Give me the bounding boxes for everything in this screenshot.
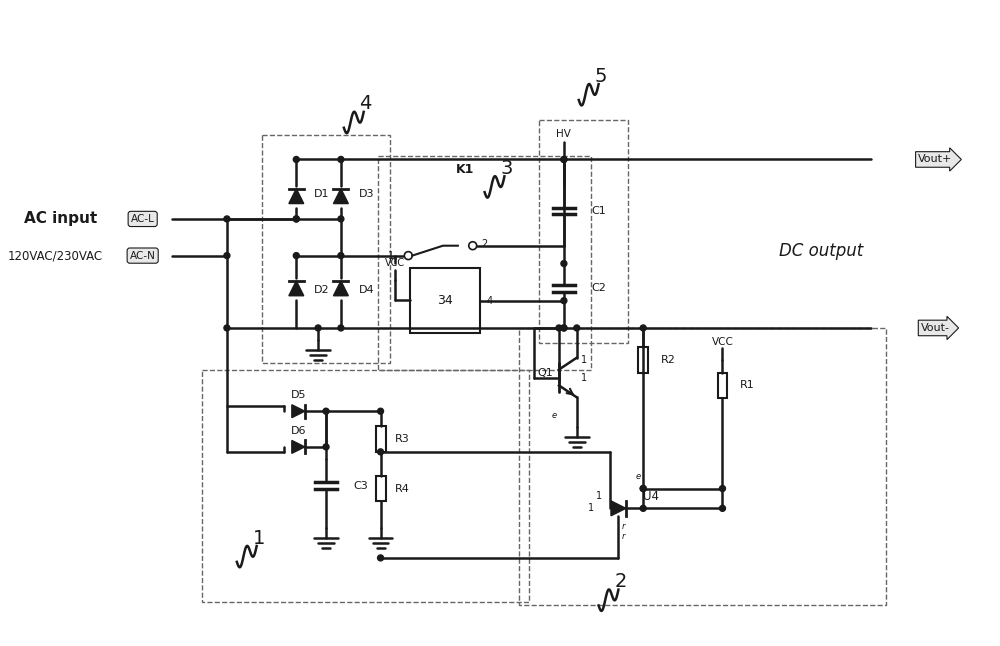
Circle shape <box>378 449 384 455</box>
Circle shape <box>561 298 567 304</box>
Text: C1: C1 <box>592 206 606 216</box>
Bar <box>718 373 727 399</box>
Text: 4: 4 <box>359 94 372 114</box>
Bar <box>262 134 390 362</box>
Text: 1: 1 <box>596 492 602 501</box>
Circle shape <box>315 325 321 331</box>
Text: DC output: DC output <box>779 242 864 260</box>
Text: r: r <box>622 522 625 530</box>
Polygon shape <box>611 501 626 516</box>
Circle shape <box>720 505 725 512</box>
Circle shape <box>293 216 299 222</box>
Circle shape <box>338 253 344 258</box>
Text: 1: 1 <box>581 373 587 382</box>
Bar <box>378 156 591 370</box>
Text: C2: C2 <box>592 284 607 293</box>
Circle shape <box>378 408 384 414</box>
Text: C3: C3 <box>354 481 369 490</box>
Text: 1: 1 <box>252 528 265 548</box>
Circle shape <box>293 253 299 258</box>
Text: AC-L: AC-L <box>131 214 155 224</box>
Text: 3: 3 <box>500 159 513 178</box>
Circle shape <box>574 325 580 331</box>
Circle shape <box>561 156 567 162</box>
Text: e: e <box>551 411 557 420</box>
Text: D3: D3 <box>359 189 374 199</box>
Text: R4: R4 <box>394 483 409 494</box>
Circle shape <box>561 156 567 162</box>
Text: 2: 2 <box>614 572 627 591</box>
Circle shape <box>640 486 646 492</box>
Text: HV: HV <box>556 129 571 139</box>
Text: Q1: Q1 <box>537 368 553 377</box>
Text: 1: 1 <box>588 503 594 514</box>
Text: R2: R2 <box>661 355 676 365</box>
Text: 120VAC/230VAC: 120VAC/230VAC <box>8 249 103 262</box>
Polygon shape <box>333 189 348 203</box>
Text: 1: 1 <box>388 251 395 260</box>
Text: AC-N: AC-N <box>130 251 156 260</box>
Circle shape <box>224 253 230 258</box>
Text: R3: R3 <box>394 434 409 444</box>
Text: AC input: AC input <box>24 211 97 227</box>
Text: r: r <box>622 532 625 541</box>
Text: 2: 2 <box>481 239 488 249</box>
Polygon shape <box>292 405 305 418</box>
Polygon shape <box>333 281 348 296</box>
Bar <box>202 370 529 603</box>
Text: 1: 1 <box>581 355 587 365</box>
Circle shape <box>404 252 412 260</box>
Circle shape <box>338 325 344 331</box>
Circle shape <box>323 444 329 450</box>
Text: K1: K1 <box>456 163 474 176</box>
Text: Vout-: Vout- <box>921 323 950 333</box>
Polygon shape <box>292 441 305 453</box>
Text: VCC: VCC <box>385 258 405 267</box>
Bar <box>410 269 480 333</box>
Bar <box>376 475 386 501</box>
Circle shape <box>556 325 562 331</box>
Circle shape <box>293 216 299 222</box>
Circle shape <box>469 242 477 249</box>
Circle shape <box>640 505 646 512</box>
Bar <box>638 347 648 373</box>
Text: Vout+: Vout+ <box>918 154 953 165</box>
Circle shape <box>561 260 567 267</box>
Circle shape <box>224 325 230 331</box>
Circle shape <box>640 486 646 492</box>
Circle shape <box>323 408 329 414</box>
Text: e: e <box>636 472 641 481</box>
Text: D4: D4 <box>359 286 374 295</box>
Text: VCC: VCC <box>712 337 733 347</box>
Text: U4: U4 <box>643 490 659 503</box>
Bar <box>539 120 628 343</box>
Circle shape <box>378 555 384 561</box>
Text: 4: 4 <box>487 296 493 306</box>
Circle shape <box>224 216 230 222</box>
Text: D6: D6 <box>291 426 306 436</box>
Text: D5: D5 <box>291 390 306 401</box>
Text: D2: D2 <box>314 286 330 295</box>
Circle shape <box>561 325 567 331</box>
Circle shape <box>293 156 299 162</box>
Text: R1: R1 <box>740 380 755 390</box>
Text: 34: 34 <box>437 294 453 307</box>
Text: 5: 5 <box>594 67 607 86</box>
Circle shape <box>720 486 725 492</box>
Circle shape <box>561 325 567 331</box>
Text: D1: D1 <box>314 189 330 199</box>
Polygon shape <box>289 281 304 296</box>
Bar <box>519 328 886 605</box>
Polygon shape <box>289 189 304 203</box>
Circle shape <box>338 156 344 162</box>
Circle shape <box>338 216 344 222</box>
Circle shape <box>640 325 646 331</box>
Bar <box>376 426 386 452</box>
